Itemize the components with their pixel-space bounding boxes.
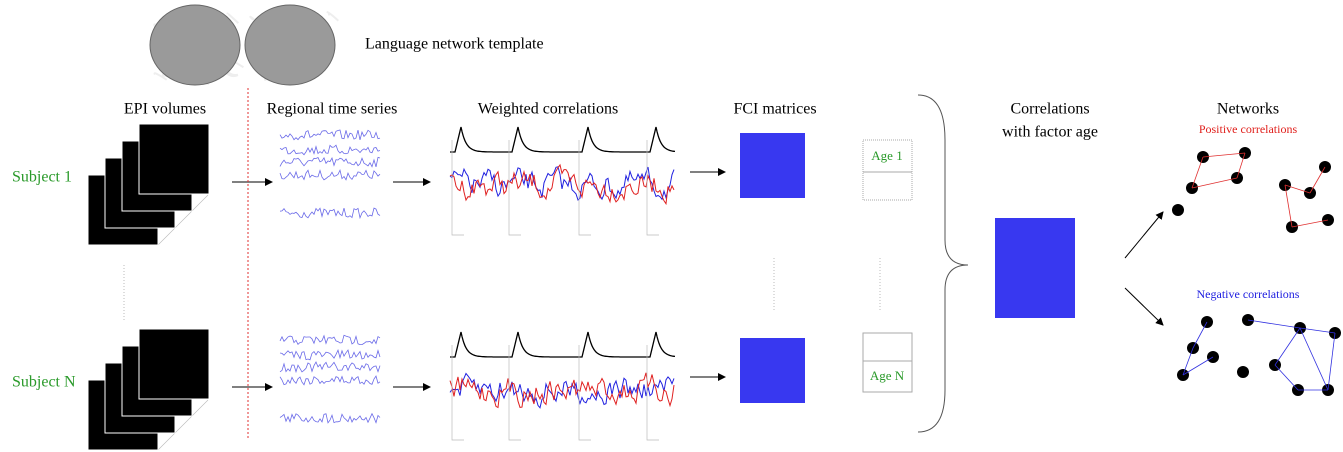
template-label: Language network template [365, 36, 544, 53]
window-bracket [579, 140, 591, 235]
network-edge [1192, 157, 1203, 188]
window-bracket [452, 140, 464, 235]
age-label: Age N [870, 368, 905, 383]
weight-curve [450, 332, 675, 357]
time-series [280, 208, 380, 218]
age-matrix [995, 218, 1075, 318]
network-edge [1275, 328, 1300, 365]
time-series [280, 414, 380, 423]
brain-gyrus [250, 17, 254, 20]
time-series [280, 157, 380, 167]
arrow [1125, 288, 1163, 325]
time-series [280, 130, 380, 140]
network-label: Negative correlations [1197, 287, 1300, 301]
brain-gyrus [327, 12, 339, 21]
column-header: Networks [1217, 101, 1279, 118]
network-edge [1292, 220, 1328, 227]
network-node [1237, 366, 1249, 378]
brace [918, 95, 968, 432]
column-header: FCI matrices [733, 101, 816, 118]
fci-matrix [740, 133, 805, 198]
epi-slice [139, 329, 209, 399]
epi-slice [139, 124, 209, 194]
correlation-header: with factor age [1002, 124, 1098, 141]
fci-matrix [740, 338, 805, 403]
figure: Language network template EPI volumes Re… [0, 0, 1343, 452]
time-series [280, 376, 380, 385]
time-series [280, 145, 380, 155]
network-node [1172, 204, 1184, 216]
network-edge [1183, 348, 1193, 375]
network-label: Positive correlations [1199, 122, 1298, 136]
time-series [280, 350, 380, 360]
correlation-header: Correlations [1010, 101, 1089, 118]
network-edge [1328, 333, 1335, 390]
network-edge [1203, 153, 1245, 157]
column-header: EPI volumes [124, 101, 206, 118]
time-series [280, 335, 380, 344]
time-series [280, 170, 380, 180]
subject-label: Subject 1 [12, 169, 72, 186]
time-series [280, 362, 380, 372]
network-edge [1300, 328, 1328, 390]
age-label: Age 1 [871, 148, 902, 163]
brain [150, 5, 240, 85]
arrow [1125, 212, 1163, 258]
network-edge [1192, 178, 1237, 188]
subject-label: Subject N [12, 374, 76, 391]
page: Language network template EPI volumes Re… [0, 0, 1343, 452]
brain [245, 5, 335, 85]
correlation-signal [450, 373, 674, 408]
column-header: Regional time series [267, 101, 398, 118]
column-header: Weighted correlations [478, 101, 618, 118]
window-bracket [579, 345, 591, 440]
network-edge [1248, 320, 1300, 328]
network-edge [1193, 322, 1207, 348]
window-bracket [452, 345, 464, 440]
correlation-signal [450, 165, 674, 204]
age-box [863, 333, 912, 392]
network-edge [1285, 185, 1292, 227]
network-edge [1183, 357, 1213, 375]
network-edge [1310, 167, 1325, 193]
network-edge [1275, 365, 1298, 390]
weight-curve [450, 127, 675, 152]
correlation-signal [450, 374, 674, 408]
